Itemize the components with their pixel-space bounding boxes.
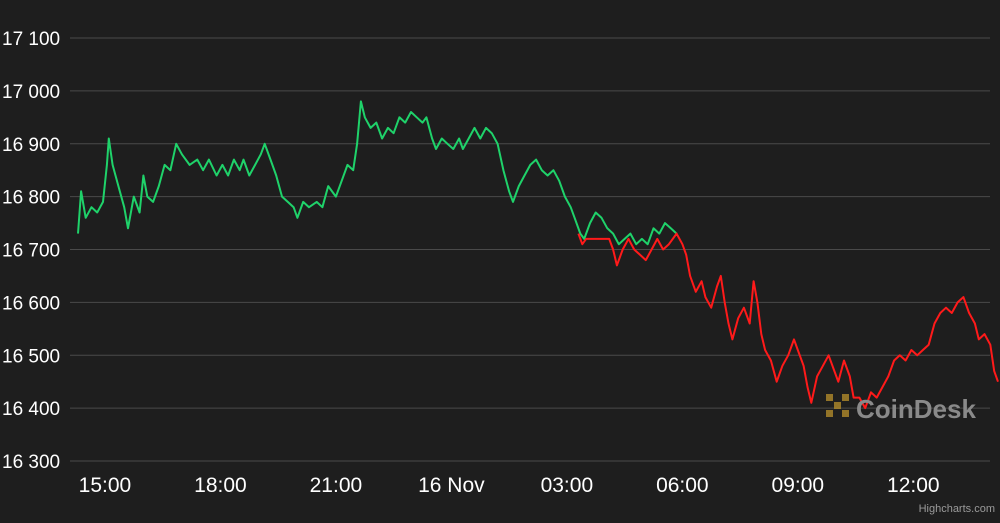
series-line-up	[77, 100, 678, 246]
x-tick-label: 09:00	[772, 474, 825, 497]
y-axis: 17 100 17 000 16 900 16 800 16 700 16 600 16 5…	[2, 29, 60, 473]
coindesk-logo-icon	[826, 394, 849, 417]
series-line-down	[577, 232, 999, 410]
y-tick-label: 16 300	[2, 452, 60, 473]
y-tick-label: 16 500	[2, 346, 60, 367]
grid-lines	[70, 37, 990, 462]
y-tick-label: 16 700	[2, 241, 60, 262]
x-tick-label: 16 Nov	[418, 474, 485, 497]
price-series	[77, 100, 999, 410]
x-tick-label: 21:00	[310, 474, 363, 497]
y-tick-label: 16 600	[2, 293, 60, 314]
y-tick-label: 17 100	[2, 29, 60, 50]
coindesk-watermark: CoinDesk	[826, 394, 976, 424]
x-axis: 15:00 18:00 21:00 16 Nov 03:00 06:00 09:00 12:0…	[79, 474, 940, 497]
x-tick-label: 15:00	[79, 474, 132, 497]
logo-dot	[842, 394, 849, 401]
highcharts-credit[interactable]: Highcharts.com	[919, 503, 995, 515]
x-tick-label: 18:00	[194, 474, 247, 497]
watermark-text: CoinDesk	[856, 394, 976, 424]
x-tick-label: 03:00	[541, 474, 594, 497]
y-tick-label: 16 900	[2, 135, 60, 156]
logo-dot	[834, 402, 841, 409]
x-tick-label: 06:00	[656, 474, 709, 497]
y-tick-label: 16 800	[2, 188, 60, 209]
logo-dot	[826, 394, 833, 401]
y-tick-label: 17 000	[2, 82, 60, 103]
y-tick-label: 16 400	[2, 399, 60, 420]
logo-dot	[842, 410, 849, 417]
logo-dot	[826, 410, 833, 417]
x-tick-label: 12:00	[887, 474, 940, 497]
